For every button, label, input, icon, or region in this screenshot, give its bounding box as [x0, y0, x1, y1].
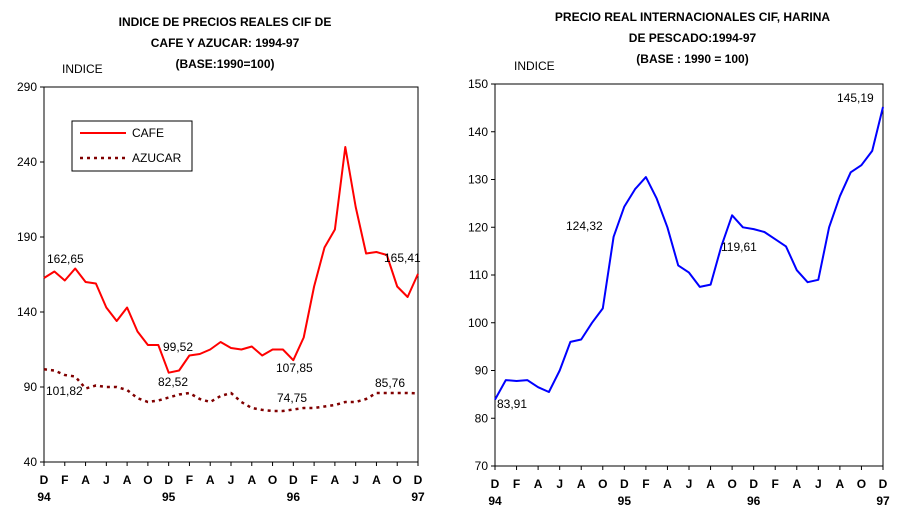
right-x-tick-label: O — [857, 477, 866, 491]
right-year-label: 97 — [876, 494, 890, 508]
right-y-tick-label: 140 — [468, 125, 488, 139]
right-year-label: 95 — [618, 494, 632, 508]
left-data-label: 165,41 — [384, 251, 421, 265]
left-y-tick-label: 40 — [24, 455, 38, 469]
right-y-tick-label: 110 — [469, 268, 488, 282]
left-x-tick-label: D — [164, 473, 173, 487]
left-x-tick-label: A — [81, 473, 90, 487]
left-title-line3: (BASE:1990=100) — [175, 57, 275, 71]
right-x-tick-label: A — [577, 477, 586, 491]
right-x-tick-label: O — [598, 477, 607, 491]
right-y-tick-label: 150 — [468, 77, 488, 91]
right-plot-frame — [494, 83, 884, 467]
left-x-tick-label: A — [206, 473, 215, 487]
left-x-tick-label: O — [268, 473, 277, 487]
left-x-tick-label: A — [123, 473, 132, 487]
left-x-tick-label: J — [352, 473, 359, 487]
left-x-tick-label: O — [143, 473, 152, 487]
left-year-label: 96 — [287, 490, 301, 504]
left-y-tick-label: 240 — [17, 155, 37, 169]
left-year-label: 95 — [162, 490, 176, 504]
left-data-label: 101,82 — [46, 384, 83, 398]
left-title-line2: CAFE Y AZUCAR: 1994-97 — [150, 36, 300, 50]
right-x-tick-label: F — [642, 477, 649, 491]
right-x-tick-label: J — [556, 477, 563, 491]
left-chart-title: INDICE DE PRECIOS REALES CIF DE CAFE Y A… — [60, 12, 390, 75]
left-series-cafe — [43, 146, 419, 374]
right-x-tick-label: A — [534, 477, 543, 491]
left-x-tick-label: A — [247, 473, 256, 487]
right-x-tick-label: A — [836, 477, 845, 491]
right-x-tick-label: F — [513, 477, 520, 491]
left-y-tick-label: 90 — [24, 380, 38, 394]
right-x-tick-label: D — [620, 477, 629, 491]
right-y-axis-label: INDICE — [514, 59, 555, 73]
right-y-tick-label: 80 — [475, 411, 489, 425]
right-data-label: 83,91 — [497, 397, 527, 411]
right-data-label: 124,32 — [566, 219, 603, 233]
right-y-tick-label: 120 — [468, 220, 488, 234]
right-series-line — [494, 106, 884, 401]
right-data-label: 119,61 — [721, 240, 757, 254]
left-x-tick-label: F — [186, 473, 193, 487]
left-data-label: 74,75 — [277, 391, 307, 405]
right-x-tick-label: D — [879, 477, 888, 491]
right-y-tick-label: 100 — [468, 316, 488, 330]
left-title-line1: INDICE DE PRECIOS REALES CIF DE — [118, 15, 332, 29]
legend-label-cafe: CAFE — [132, 126, 164, 140]
left-x-tick-label: A — [372, 473, 381, 487]
left-x-tick-label: D — [289, 473, 298, 487]
right-data-label: 145,19 — [837, 91, 874, 105]
right-y-tick-label: 90 — [475, 364, 489, 378]
left-x-tick-label: J — [103, 473, 110, 487]
right-y-tick-label: 70 — [475, 459, 489, 473]
right-year-label: 96 — [747, 494, 761, 508]
right-x-tick-label: J — [686, 477, 693, 491]
left-x-tick-label: O — [393, 473, 402, 487]
right-year-label: 94 — [488, 494, 502, 508]
right-y-tick-label: 130 — [468, 173, 488, 187]
left-data-label: 99,52 — [163, 340, 193, 354]
right-x-tick-label: A — [706, 477, 715, 491]
left-data-label: 82,52 — [158, 375, 188, 389]
left-year-label: 94 — [37, 490, 51, 504]
left-y-axis-label: INDICE — [62, 62, 103, 76]
right-x-tick-label: J — [815, 477, 822, 491]
legend-box — [71, 120, 193, 172]
right-x-tick-label: A — [792, 477, 801, 491]
right-x-tick-label: D — [749, 477, 758, 491]
left-year-label: 97 — [411, 490, 425, 504]
right-chart-title: PRECIO REAL INTERNACIONALES CIF, HARINA … — [500, 7, 885, 70]
legend-label-azucar: AZUCAR — [132, 151, 182, 165]
left-x-tick-label: F — [61, 473, 68, 487]
left-x-tick-label: D — [414, 473, 423, 487]
left-series-azucar — [43, 368, 419, 413]
left-x-tick-label: J — [228, 473, 235, 487]
right-x-tick-label: D — [491, 477, 500, 491]
left-y-tick-label: 190 — [17, 230, 37, 244]
left-data-label: 107,85 — [276, 361, 313, 375]
right-title-line3: (BASE : 1990 = 100) — [636, 52, 749, 66]
left-y-tick-label: 140 — [17, 305, 37, 319]
left-x-tick-label: F — [310, 473, 317, 487]
left-y-tick-label: 290 — [17, 80, 37, 94]
right-x-tick-label: O — [727, 477, 736, 491]
left-x-tick-label: A — [331, 473, 340, 487]
right-title-line1: PRECIO REAL INTERNACIONALES CIF, HARINA — [554, 10, 831, 24]
right-x-tick-label: F — [772, 477, 779, 491]
left-data-label: 85,76 — [375, 376, 405, 390]
left-data-label: 162,65 — [47, 252, 84, 266]
right-title-line2: DE PESCADO:1994-97 — [628, 31, 757, 45]
right-x-tick-label: A — [663, 477, 672, 491]
left-x-tick-label: D — [40, 473, 49, 487]
